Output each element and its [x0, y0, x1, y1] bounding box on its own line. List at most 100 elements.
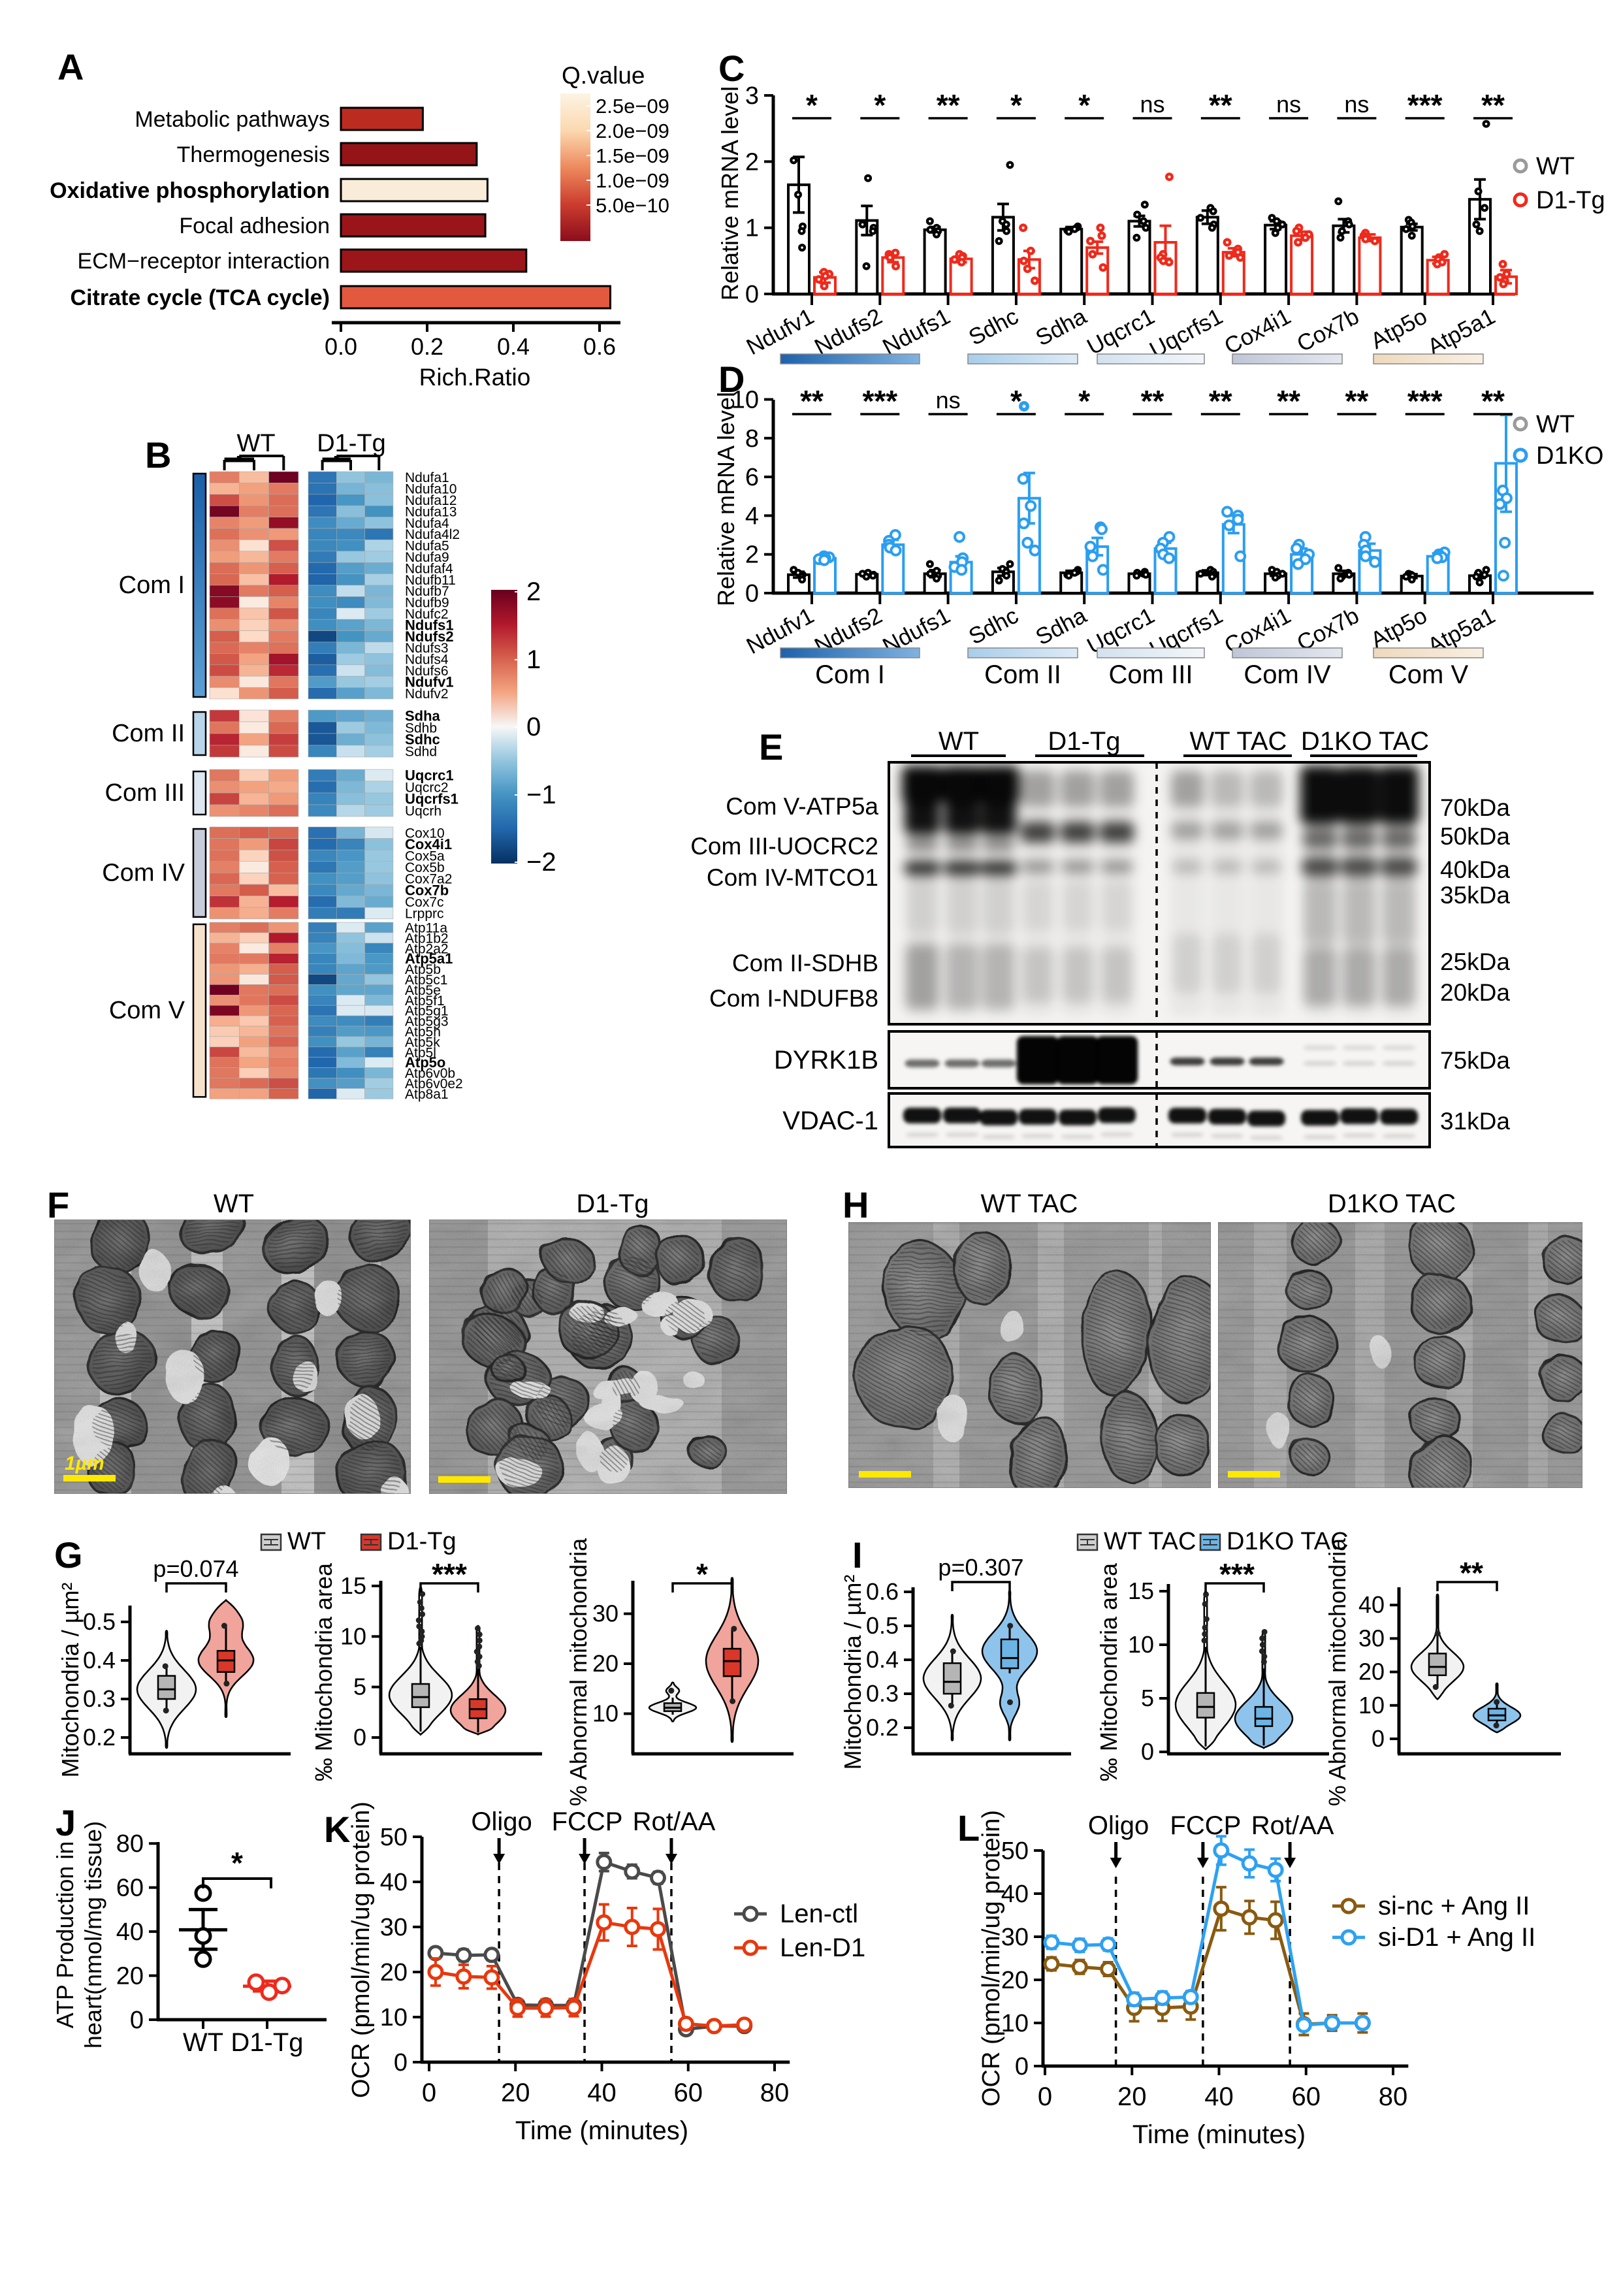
svg-text:L: L — [957, 1807, 980, 1849]
svg-text:**: ** — [1460, 1556, 1483, 1590]
svg-text:20: 20 — [1001, 1967, 1029, 1994]
svg-text:Atp11a: Atp11a — [405, 920, 447, 935]
svg-text:Atp6v0b: Atp6v0b — [405, 1066, 455, 1081]
svg-text:**: ** — [800, 384, 824, 418]
svg-text:40: 40 — [116, 1918, 144, 1946]
svg-text:WT: WT — [214, 1189, 254, 1218]
svg-text:*: * — [1010, 88, 1022, 122]
svg-text:4: 4 — [745, 502, 759, 530]
svg-text:Focal adhesion: Focal adhesion — [179, 214, 330, 238]
svg-text:Len-ctl: Len-ctl — [780, 1900, 858, 1928]
svg-text:D1KO TAC: D1KO TAC — [1301, 727, 1429, 756]
svg-text:D: D — [718, 359, 745, 400]
svg-text:0.2: 0.2 — [83, 1724, 116, 1751]
svg-text:0.6: 0.6 — [583, 333, 616, 360]
svg-text:Cox5b: Cox5b — [405, 860, 445, 875]
svg-text:Ndufa1: Ndufa1 — [405, 470, 449, 485]
svg-text:Atp5g1: Atp5g1 — [405, 1004, 449, 1019]
svg-text:Uqcrfs1: Uqcrfs1 — [405, 791, 458, 807]
svg-text:15: 15 — [340, 1572, 366, 1599]
svg-text:ns: ns — [1140, 91, 1164, 118]
svg-text:Ndufs6: Ndufs6 — [405, 664, 449, 679]
svg-text:0.0: 0.0 — [325, 333, 357, 360]
svg-text:FCCP: FCCP — [552, 1807, 623, 1836]
svg-text:5: 5 — [353, 1673, 366, 1700]
svg-text:80: 80 — [1379, 2082, 1408, 2111]
svg-text:50: 50 — [1001, 1837, 1029, 1865]
svg-text:0: 0 — [745, 580, 759, 607]
svg-text:1.0e−09: 1.0e−09 — [596, 169, 669, 192]
svg-text:0.3: 0.3 — [83, 1685, 116, 1712]
svg-text:Time (minutes): Time (minutes) — [515, 2116, 688, 2145]
svg-text:WT TAC: WT TAC — [1104, 1528, 1196, 1555]
svg-text:***: *** — [1407, 88, 1443, 122]
svg-text:ns: ns — [936, 387, 961, 413]
svg-text:D1-Tg: D1-Tg — [231, 2028, 303, 2057]
svg-text:Com II-SDHB: Com II-SDHB — [732, 950, 878, 977]
svg-text:Com III-UOCRC2: Com III-UOCRC2 — [690, 833, 878, 860]
svg-text:Citrate cycle (TCA cycle): Citrate cycle (TCA cycle) — [71, 285, 330, 310]
svg-text:G: G — [54, 1534, 83, 1576]
svg-text:D1KO TAC: D1KO TAC — [1227, 1528, 1349, 1555]
svg-text:***: *** — [862, 384, 897, 418]
svg-text:Com V: Com V — [109, 997, 185, 1024]
svg-text:60: 60 — [116, 1875, 144, 1902]
svg-text:Ndufs3: Ndufs3 — [405, 641, 449, 656]
svg-text:40: 40 — [587, 2078, 617, 2107]
svg-text:Oligo: Oligo — [471, 1807, 532, 1836]
svg-text:Atp5o: Atp5o — [405, 1054, 445, 1071]
svg-text:0: 0 — [353, 1724, 366, 1751]
svg-text:Atp5l: Atp5l — [405, 1045, 436, 1060]
svg-text:10: 10 — [731, 387, 759, 414]
svg-text:Cox7c: Cox7c — [405, 895, 444, 910]
svg-text:p=0.307: p=0.307 — [938, 1554, 1023, 1581]
svg-text:20: 20 — [380, 1959, 408, 1986]
svg-text:Ndufa12: Ndufa12 — [405, 493, 457, 508]
svg-text:1: 1 — [526, 645, 541, 674]
svg-text:WT TAC: WT TAC — [1190, 727, 1287, 756]
svg-text:Atp5c1: Atp5c1 — [405, 973, 447, 988]
svg-text:Com V-ATP5a: Com V-ATP5a — [726, 793, 878, 820]
svg-text:E: E — [759, 726, 783, 768]
svg-text:Lrpprc: Lrpprc — [405, 907, 444, 922]
svg-text:Ndufv2: Ndufv2 — [405, 687, 449, 702]
svg-text:Com IV-MTCO1: Com IV-MTCO1 — [707, 864, 878, 891]
svg-text:1µm: 1µm — [65, 1453, 104, 1474]
svg-text:si-nc + Ang II: si-nc + Ang II — [1378, 1892, 1530, 1920]
svg-text:40: 40 — [1001, 1881, 1029, 1908]
svg-text:FCCP: FCCP — [1170, 1811, 1241, 1840]
svg-text:10: 10 — [1128, 1631, 1154, 1658]
svg-text:Ndufa4l2: Ndufa4l2 — [405, 527, 460, 542]
svg-text:Ndufs4: Ndufs4 — [405, 653, 449, 668]
svg-text:WT: WT — [183, 2028, 223, 2057]
svg-text:0.4: 0.4 — [866, 1646, 899, 1673]
svg-text:0: 0 — [526, 713, 541, 741]
svg-text:Atp5e: Atp5e — [405, 983, 441, 998]
svg-text:H: H — [843, 1184, 869, 1225]
svg-text:ns: ns — [1276, 91, 1301, 118]
svg-text:OCR (pmol/min/ug protein): OCR (pmol/min/ug protein) — [978, 1810, 1005, 2107]
svg-text:35kDa: 35kDa — [1440, 882, 1510, 909]
svg-text:D1KO: D1KO — [1536, 442, 1603, 470]
svg-text:0.5: 0.5 — [866, 1612, 899, 1639]
svg-text:Atp2a2: Atp2a2 — [405, 941, 449, 956]
svg-text:Com IV: Com IV — [1244, 660, 1331, 689]
svg-text:Cox7b: Cox7b — [405, 882, 449, 898]
svg-text:Com I: Com I — [815, 660, 885, 689]
svg-text:0: 0 — [1038, 2082, 1052, 2111]
svg-text:5: 5 — [1141, 1685, 1154, 1711]
svg-text:Com II: Com II — [112, 720, 185, 747]
svg-text:0.4: 0.4 — [497, 333, 530, 360]
svg-text:Ndufb9: Ndufb9 — [405, 596, 449, 611]
svg-text:0: 0 — [394, 2049, 408, 2077]
svg-text:Mitochondria / µm²: Mitochondria / µm² — [57, 1583, 84, 1778]
svg-text:Sdhd: Sdhd — [405, 745, 437, 760]
svg-text:70kDa: 70kDa — [1440, 794, 1510, 821]
svg-text:Mitochondria / µm²: Mitochondria / µm² — [839, 1575, 866, 1770]
svg-text:20: 20 — [592, 1650, 618, 1677]
svg-text:Cox7a2: Cox7a2 — [405, 872, 452, 887]
svg-text:F: F — [47, 1184, 69, 1225]
svg-text:0.3: 0.3 — [866, 1680, 899, 1707]
svg-text:p=0.074: p=0.074 — [153, 1555, 238, 1582]
svg-text:*: * — [874, 88, 886, 122]
